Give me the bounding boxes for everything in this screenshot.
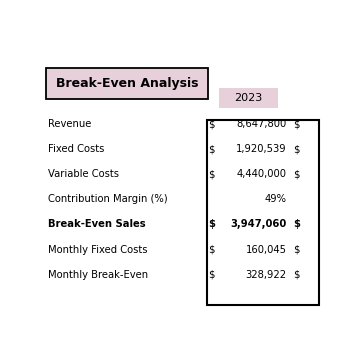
Text: Break-Even Analysis: Break-Even Analysis <box>56 77 198 90</box>
Text: $: $ <box>208 219 215 230</box>
Text: Monthly Fixed Costs: Monthly Fixed Costs <box>48 245 147 254</box>
Text: 328,922: 328,922 <box>245 270 287 280</box>
Text: $: $ <box>208 270 215 280</box>
Text: $: $ <box>293 270 300 280</box>
Text: $: $ <box>208 144 215 154</box>
FancyBboxPatch shape <box>47 68 208 99</box>
FancyBboxPatch shape <box>206 120 319 305</box>
Text: $: $ <box>208 169 215 179</box>
Text: $: $ <box>293 169 300 179</box>
Text: Break-Even Sales: Break-Even Sales <box>48 219 146 230</box>
Text: Fixed Costs: Fixed Costs <box>48 144 104 154</box>
Text: $: $ <box>208 245 215 254</box>
Text: $: $ <box>293 219 300 230</box>
Text: 8,647,800: 8,647,800 <box>236 119 287 129</box>
FancyBboxPatch shape <box>219 88 278 108</box>
Text: 160,045: 160,045 <box>245 245 287 254</box>
Text: $: $ <box>293 245 300 254</box>
Text: 3,947,060: 3,947,060 <box>230 219 287 230</box>
Text: $: $ <box>208 119 215 129</box>
Text: Contribution Margin (%): Contribution Margin (%) <box>48 194 167 204</box>
Text: 1,920,539: 1,920,539 <box>236 144 287 154</box>
Text: 4,440,000: 4,440,000 <box>237 169 287 179</box>
Text: Revenue: Revenue <box>48 119 91 129</box>
Text: Variable Costs: Variable Costs <box>48 169 119 179</box>
Text: 49%: 49% <box>265 194 287 204</box>
Text: $: $ <box>293 144 300 154</box>
Text: $: $ <box>293 119 300 129</box>
Text: 2023: 2023 <box>234 93 262 103</box>
Text: Monthly Break-Even: Monthly Break-Even <box>48 270 148 280</box>
